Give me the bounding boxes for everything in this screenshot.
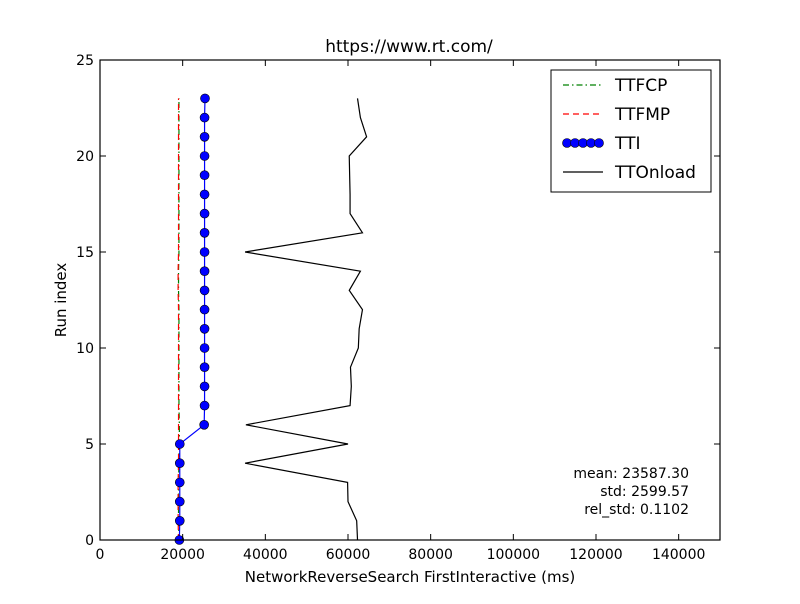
data-point-tti: [200, 363, 209, 372]
data-point-tti: [200, 344, 209, 353]
y-tick-label: 15: [76, 245, 94, 261]
y-tick-label: 0: [85, 533, 94, 549]
y-tick-label: 10: [76, 341, 94, 357]
data-point-tti: [200, 248, 209, 257]
data-point-tti: [200, 94, 209, 103]
data-point-tti: [200, 267, 209, 276]
x-tick-label: 80000: [408, 547, 453, 563]
data-point-tti: [175, 516, 184, 525]
data-point-tti: [200, 113, 209, 122]
stats-rel-std: rel_std: 0.1102: [584, 502, 689, 518]
x-tick-label: 40000: [243, 547, 288, 563]
legend-label-tti: TTI: [614, 134, 640, 154]
legend-label-ttonload: TTOnload: [614, 163, 696, 183]
x-tick-label: 120000: [569, 547, 622, 563]
chart-title: https://www.rt.com/: [325, 37, 493, 57]
data-point-tti: [200, 382, 209, 391]
y-tick-label: 25: [76, 53, 94, 69]
data-point-tti: [200, 324, 209, 333]
x-tick-label: 60000: [326, 547, 371, 563]
legend: TTFCP TTFMP TTI TTOnload: [551, 70, 711, 192]
data-point-tti: [175, 478, 184, 487]
legend-marker-tti: [587, 139, 596, 148]
data-point-tti: [175, 440, 184, 449]
data-point-tti: [200, 209, 209, 218]
y-tick-label: 5: [85, 437, 94, 453]
legend-marker-tti: [563, 139, 572, 148]
x-tick-label: 0: [96, 547, 105, 563]
data-point-tti: [200, 190, 209, 199]
legend-label-ttfmp: TTFMP: [614, 105, 670, 125]
data-point-tti: [200, 401, 209, 410]
data-point-tti: [200, 286, 209, 295]
data-point-tti: [175, 459, 184, 468]
legend-marker-tti: [571, 139, 580, 148]
x-tick-label: 140000: [652, 547, 705, 563]
data-point-tti: [200, 132, 209, 141]
x-axis-label: NetworkReverseSearch FirstInteractive (m…: [245, 568, 576, 586]
y-tick-label: 20: [76, 149, 94, 165]
legend-marker-tti: [579, 139, 588, 148]
x-tick-label: 100000: [487, 547, 540, 563]
data-point-tti: [200, 305, 209, 314]
data-point-tti: [200, 228, 209, 237]
data-point-tti: [175, 497, 184, 506]
stats-mean: mean: 23587.30: [573, 466, 689, 482]
x-tick-label: 20000: [160, 547, 205, 563]
stats-std: std: 2599.57: [600, 484, 689, 500]
data-point-tti: [200, 171, 209, 180]
legend-marker-tti: [595, 139, 604, 148]
y-axis-label: Run index: [52, 263, 70, 338]
legend-label-ttfcp: TTFCP: [614, 76, 667, 96]
data-point-tti: [200, 152, 209, 161]
data-point-tti: [200, 420, 209, 429]
